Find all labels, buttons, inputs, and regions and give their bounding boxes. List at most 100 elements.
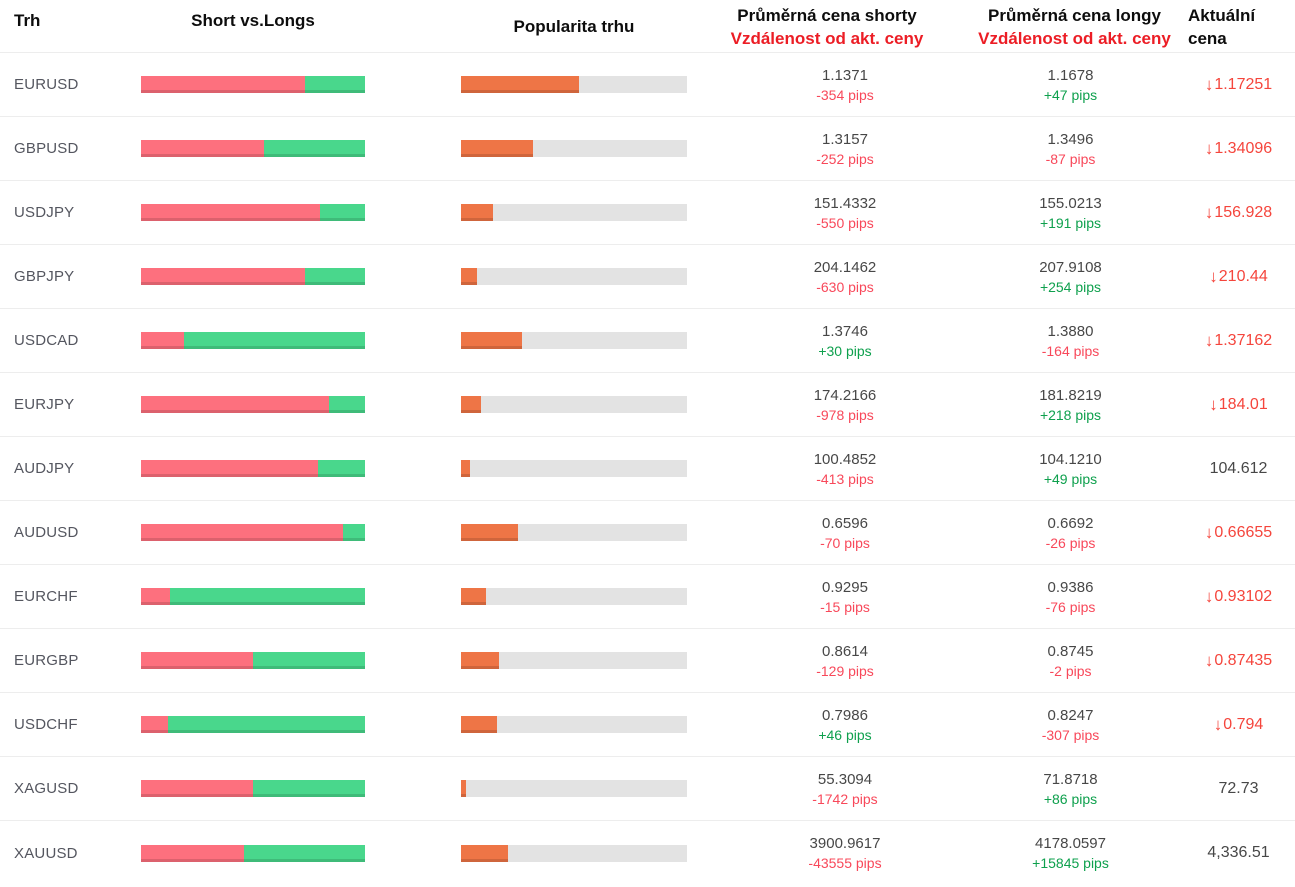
longs-bar-segment <box>320 204 365 221</box>
current-price-cell: ↓72.73 <box>1182 780 1295 798</box>
popularity-cell <box>461 204 687 221</box>
shorts-values: 0.9295 -15 pips <box>705 579 985 615</box>
pair-label: EURCHF <box>14 588 78 605</box>
current-price-cell: ↓ 1.17251 <box>1182 75 1295 95</box>
current-price: 210.44 <box>1218 267 1268 285</box>
short-vs-long-bar <box>141 268 366 285</box>
popularity-bar-fill <box>461 844 509 862</box>
longs-values: 4178.0597 +15845 pips <box>963 835 1178 871</box>
header-current-price-line1: Aktuální <box>1188 6 1256 25</box>
header-avg-price-shorts-line1: Průměrná cena shorty <box>737 6 917 25</box>
longs-bar-segment <box>329 396 365 413</box>
long-avg-price: 0.6692 <box>1047 514 1094 532</box>
shorts-bar-segment <box>141 396 330 413</box>
longs-bar-segment <box>342 524 366 541</box>
shorts-values: 3900.9617 -43555 pips <box>705 835 985 871</box>
shorts-bar-segment <box>141 588 171 605</box>
longs-bar-segment <box>167 716 366 733</box>
down-arrow-icon: ↓ <box>1209 394 1218 414</box>
popularity-bar-track <box>461 396 687 413</box>
short-vs-long-cell <box>141 396 365 413</box>
shorts-bar-segment <box>141 524 343 541</box>
short-pips-distance: -413 pips <box>816 470 874 487</box>
current-price: 4,336.51 <box>1207 844 1270 861</box>
long-avg-price: 181.8219 <box>1039 386 1102 404</box>
current-price-cell: ↓ 1.37162 <box>1182 331 1295 351</box>
short-vs-long-bar <box>141 652 365 669</box>
down-arrow-icon: ↓ <box>1204 586 1214 606</box>
short-vs-long-bar <box>141 396 365 413</box>
popularity-bar-fill <box>461 588 486 605</box>
long-pips-distance: +191 pips <box>1039 214 1102 231</box>
popularity-bar-track <box>461 524 687 541</box>
longs-values: 71.8718 +86 pips <box>963 771 1178 807</box>
short-pips-distance: -43555 pips <box>808 855 882 871</box>
longs-bar-segment <box>264 140 365 157</box>
longs-values: 0.6692 -26 pips <box>963 515 1178 551</box>
down-arrow-icon: ↓ <box>1204 522 1214 542</box>
popularity-bar-track <box>461 204 687 221</box>
table-row: USDCAD 1.3746 +30 pips 1.3880 -164 pips … <box>0 309 1295 373</box>
longs-values: 1.1678 +47 pips <box>963 67 1178 103</box>
short-avg-price: 0.6596 <box>822 514 868 532</box>
header-current-price-line2: cena <box>1188 29 1227 48</box>
shorts-values: 55.3094 -1742 pips <box>705 771 985 807</box>
shorts-values: 174.2166 -978 pips <box>705 387 985 423</box>
long-avg-price: 4178.0597 <box>1035 835 1106 852</box>
popularity-bar-track <box>461 76 687 93</box>
current-price: 0.66655 <box>1214 523 1273 541</box>
current-price: 1.34096 <box>1214 139 1273 157</box>
table-row: EURUSD 1.1371 -354 pips 1.1678 +47 pips … <box>0 53 1295 117</box>
current-price-cell: ↓ 156.928 <box>1182 203 1295 223</box>
short-vs-long-bar <box>141 140 365 157</box>
shorts-values: 1.1371 -354 pips <box>705 67 985 103</box>
shorts-values: 0.7986 +46 pips <box>705 707 985 743</box>
popularity-bar-fill <box>461 204 493 221</box>
down-arrow-icon: ↓ <box>1209 266 1218 286</box>
short-avg-price: 55.3094 <box>817 770 873 788</box>
pair-label: XAUUSD <box>14 844 78 862</box>
popularity-bar-fill <box>461 460 471 477</box>
long-pips-distance: +47 pips <box>1043 86 1098 103</box>
long-pips-distance: -164 pips <box>1041 342 1100 359</box>
short-vs-long-cell <box>141 76 366 93</box>
pair-label: USDCAD <box>14 332 79 349</box>
short-vs-long-cell <box>141 652 365 669</box>
header-popularita-trhu: Popularita trhu <box>513 17 635 36</box>
popularity-bar-fill <box>461 332 523 349</box>
longs-bar-segment <box>304 268 366 285</box>
header-current-price: Aktuální cena <box>1182 0 1295 52</box>
pair-label: EURJPY <box>14 396 75 413</box>
popularity-bar-fill <box>461 268 477 285</box>
current-price-cell: ↓ 0.66655 <box>1182 523 1295 543</box>
long-avg-price: 104.1210 <box>1039 450 1102 468</box>
current-price-cell: ↓ 0.794 <box>1182 715 1295 735</box>
shorts-values: 1.3157 -252 pips <box>705 131 985 167</box>
pair-label: XAGUSD <box>14 780 79 797</box>
pair-label: EURUSD <box>14 76 79 93</box>
table-row: USDJPY 151.4332 -550 pips 155.0213 +191 … <box>0 181 1295 245</box>
table-row: USDCHF 0.7986 +46 pips 0.8247 -307 pips … <box>0 693 1295 757</box>
short-pips-distance: -129 pips <box>816 662 874 679</box>
current-price-cell: ↓104.612 <box>1182 460 1295 478</box>
short-vs-long-bar <box>141 780 365 797</box>
current-price: 184.01 <box>1218 395 1268 413</box>
table-body: EURUSD 1.1371 -354 pips 1.1678 +47 pips … <box>0 53 1295 885</box>
popularity-cell <box>461 140 687 157</box>
longs-values: 104.1210 +49 pips <box>963 451 1178 487</box>
current-price-cell: ↓ 0.93102 <box>1182 587 1295 607</box>
short-avg-price: 0.7986 <box>822 706 868 724</box>
current-price: 104.612 <box>1209 459 1268 477</box>
shorts-bar-segment <box>141 780 253 797</box>
popularity-bar-track <box>461 716 687 733</box>
longs-bar-segment <box>170 588 365 605</box>
short-vs-long-bar <box>141 204 365 221</box>
short-pips-distance: -354 pips <box>816 86 874 103</box>
short-vs-long-cell <box>141 844 365 862</box>
long-pips-distance: -76 pips <box>1045 598 1096 615</box>
long-pips-distance: +15845 pips <box>1032 855 1109 871</box>
short-vs-long-bar <box>141 332 366 349</box>
long-avg-price: 1.1678 <box>1047 66 1094 84</box>
long-avg-price: 0.9386 <box>1047 578 1094 596</box>
